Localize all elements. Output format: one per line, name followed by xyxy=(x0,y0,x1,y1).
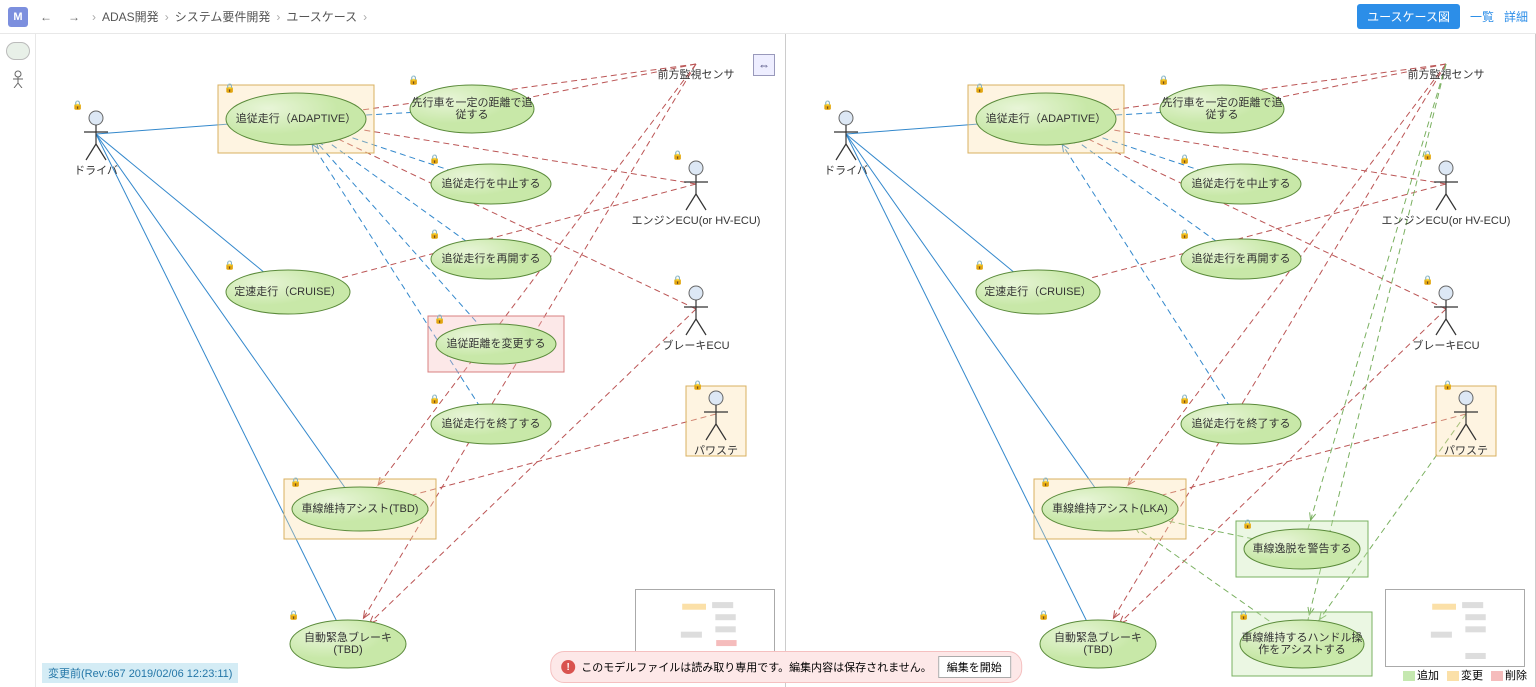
svg-text:追従走行（ADAPTIVE）: 追従走行（ADAPTIVE） xyxy=(986,111,1106,125)
svg-text:パワステ: パワステ xyxy=(694,444,738,457)
svg-text:前方監視センサ: 前方監視センサ xyxy=(658,67,735,81)
svg-text:車線逸脱を警告する: 車線逸脱を警告する xyxy=(1253,541,1352,555)
svg-text:🔒: 🔒 xyxy=(974,83,985,93)
svg-text:🔒: 🔒 xyxy=(1040,477,1051,487)
app-badge: M xyxy=(8,7,28,27)
svg-text:追従走行を再開する: 追従走行を再開する xyxy=(1192,251,1291,265)
forward-button[interactable]: → xyxy=(64,7,84,27)
before-panel: 🔒 追従走行（ADAPTIVE） 🔒 先行車を一定の距離で追従する 🔒 追従走行を中止する… xyxy=(36,34,786,687)
svg-text:追従走行を終了する: 追従走行を終了する xyxy=(1192,416,1291,430)
svg-text:ブレーキECU: ブレーキECU xyxy=(662,338,729,352)
svg-text:定速走行（CRUISE）: 定速走行（CRUISE） xyxy=(234,284,342,298)
breadcrumb: › ADAS開発› システム要件開発› ユースケース› xyxy=(92,8,367,25)
svg-text:追従走行を終了する: 追従走行を終了する xyxy=(442,416,541,430)
sync-icon[interactable]: ⇔ xyxy=(753,54,775,76)
svg-text:🔒: 🔒 xyxy=(290,477,301,487)
tool-sidebar xyxy=(0,34,36,687)
list-link[interactable]: 一覧 xyxy=(1470,8,1494,25)
svg-text:従する: 従する xyxy=(1206,108,1239,121)
svg-text:🔒: 🔒 xyxy=(72,100,83,110)
detail-link[interactable]: 詳細 xyxy=(1504,8,1528,25)
svg-text:🔒: 🔒 xyxy=(822,100,833,110)
readonly-status: ! このモデルファイルは読み取り専用です。編集内容は保存されません。 編集を開始 xyxy=(550,651,1022,683)
svg-text:車線維持するハンドル操: 車線維持するハンドル操 xyxy=(1242,630,1363,644)
svg-text:🔒: 🔒 xyxy=(1179,229,1190,239)
svg-text:車線維持アシスト(LKA): 車線維持アシスト(LKA) xyxy=(1052,501,1168,515)
svg-text:🔒: 🔒 xyxy=(429,154,440,164)
svg-text:🔒: 🔒 xyxy=(1179,394,1190,404)
svg-text:🔒: 🔒 xyxy=(1158,75,1169,85)
svg-text:🔒: 🔒 xyxy=(429,229,440,239)
svg-text:🔒: 🔒 xyxy=(1442,380,1453,390)
svg-text:追従距離を変更する: 追従距離を変更する xyxy=(447,336,546,350)
breadcrumb-item[interactable]: ユースケース xyxy=(286,8,357,25)
svg-text:先行車を一定の距離で追: 先行車を一定の距離で追 xyxy=(412,95,533,109)
svg-text:(TBD): (TBD) xyxy=(1083,644,1112,656)
svg-text:🔒: 🔒 xyxy=(1179,154,1190,164)
usecase-tool[interactable] xyxy=(6,42,30,60)
error-icon: ! xyxy=(561,660,575,674)
svg-text:車線維持アシスト(TBD): 車線維持アシスト(TBD) xyxy=(302,501,419,515)
svg-text:自動緊急ブレーキ: 自動緊急ブレーキ xyxy=(1054,630,1142,644)
svg-text:🔒: 🔒 xyxy=(434,314,445,324)
svg-text:🔒: 🔒 xyxy=(288,610,299,620)
svg-text:🔒: 🔒 xyxy=(224,260,235,270)
svg-text:定速走行（CRUISE）: 定速走行（CRUISE） xyxy=(984,284,1092,298)
toolbar: M ← → › ADAS開発› システム要件開発› ユースケース› ユースケース… xyxy=(0,0,1536,34)
actor-tool[interactable] xyxy=(11,70,25,88)
svg-text:先行車を一定の距離で追: 先行車を一定の距離で追 xyxy=(1162,95,1283,109)
after-panel: 🔒 追従走行（ADAPTIVE） 🔒 先行車を一定の距離で追従する 🔒 追従走行を中止する… xyxy=(786,34,1536,687)
svg-text:追従走行（ADAPTIVE）: 追従走行（ADAPTIVE） xyxy=(236,111,356,125)
start-edit-button[interactable]: 編集を開始 xyxy=(938,656,1011,678)
svg-text:追従走行を再開する: 追従走行を再開する xyxy=(442,251,541,265)
svg-text:🔒: 🔒 xyxy=(1422,275,1433,285)
svg-text:追従走行を中止する: 追従走行を中止する xyxy=(1192,176,1291,190)
svg-text:自動緊急ブレーキ: 自動緊急ブレーキ xyxy=(304,630,392,644)
svg-text:🔒: 🔒 xyxy=(1038,610,1049,620)
diff-panels: 🔒追従走行（ADAPTIVE）🔒先行車を一定の距離で追従する🔒追従走行を中止する… xyxy=(36,34,1536,687)
svg-text:パワステ: パワステ xyxy=(1444,444,1488,457)
svg-text:🔒: 🔒 xyxy=(408,75,419,85)
svg-text:従する: 従する xyxy=(456,108,489,121)
svg-text:エンジンECU(or HV-ECU): エンジンECU(or HV-ECU) xyxy=(632,215,761,227)
svg-text:ブレーキECU: ブレーキECU xyxy=(1412,338,1479,352)
svg-text:🔒: 🔒 xyxy=(974,260,985,270)
svg-text:🔒: 🔒 xyxy=(1242,519,1253,529)
svg-text:ドライバ: ドライバ xyxy=(74,164,118,177)
svg-text:🔒: 🔒 xyxy=(672,150,683,160)
status-message: このモデルファイルは読み取り専用です。編集内容は保存されません。 xyxy=(581,659,932,675)
minimap[interactable] xyxy=(1385,589,1525,667)
svg-text:🔒: 🔒 xyxy=(1238,610,1249,620)
svg-text:作をアシストする: 作をアシストする xyxy=(1258,643,1346,656)
svg-text:ドライバ: ドライバ xyxy=(824,164,868,177)
back-button[interactable]: ← xyxy=(36,7,56,27)
svg-text:🔒: 🔒 xyxy=(429,394,440,404)
svg-text:🔒: 🔒 xyxy=(1422,150,1433,160)
svg-text:追従走行を中止する: 追従走行を中止する xyxy=(442,176,541,190)
svg-text:前方監視センサ: 前方監視センサ xyxy=(1408,67,1485,81)
svg-text:🔒: 🔒 xyxy=(672,275,683,285)
svg-text:🔒: 🔒 xyxy=(692,380,703,390)
before-label: 変更前(Rev:667 2019/02/06 12:23:11) xyxy=(42,663,238,683)
diagram-type-badge[interactable]: ユースケース図 xyxy=(1357,4,1460,29)
breadcrumb-item[interactable]: システム要件開発 xyxy=(175,8,271,25)
legend: 追加 変更 削除 xyxy=(1403,667,1527,683)
svg-text:(TBD): (TBD) xyxy=(333,644,362,656)
svg-text:🔒: 🔒 xyxy=(224,83,235,93)
breadcrumb-item[interactable]: ADAS開発 xyxy=(102,8,159,25)
svg-text:エンジンECU(or HV-ECU): エンジンECU(or HV-ECU) xyxy=(1382,215,1511,227)
